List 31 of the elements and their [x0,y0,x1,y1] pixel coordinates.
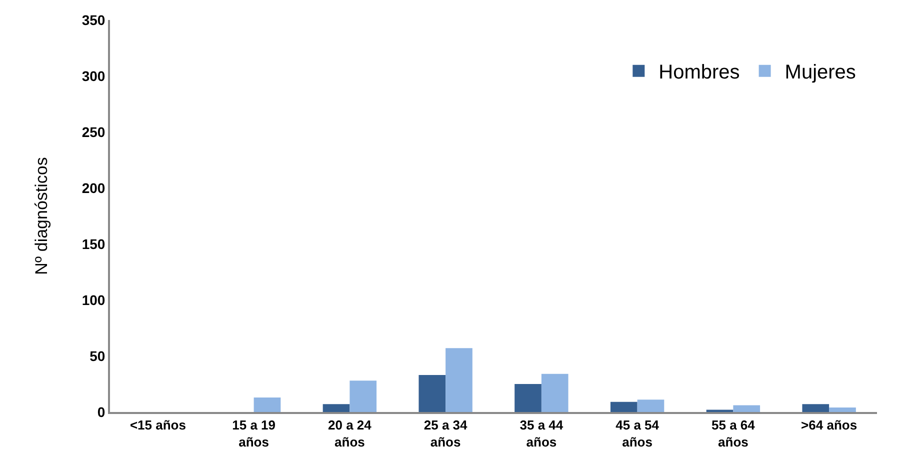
bar [610,402,638,412]
bar [829,408,856,412]
bar [541,374,568,412]
bar [733,405,760,412]
x-tick-label: 15 a 19 años [232,418,276,450]
x-tick-label: 25 a 34 años [424,418,468,450]
x-tick-label: >64 años [801,418,858,433]
bar [446,348,472,412]
y-tick-label: 300 [82,68,106,84]
x-tick-label: <15 años [130,418,186,433]
bar [254,397,281,412]
bar [802,404,830,412]
bar [514,384,542,412]
legend-label: Mujeres [784,62,856,84]
y-tick-label: 50 [90,348,106,364]
legend-label: Hombres [658,62,740,84]
bar [350,380,377,412]
y-tick-label: 150 [82,236,106,252]
y-tick-label: 200 [82,180,106,196]
y-tick-label: 0 [97,404,106,420]
y-axis-title: Nº diagnósticos [32,157,51,275]
y-tick-label: 350 [82,12,106,28]
x-tick-label: 55 a 64 años [712,418,756,450]
bar [322,404,350,412]
bar [418,375,446,412]
bar [637,400,664,412]
x-tick-label: 35 a 44 años [520,418,564,450]
x-tick-label: 20 a 24 años [328,418,372,450]
y-tick-label: 250 [82,124,106,140]
x-tick-label: 45 a 54 años [616,418,660,450]
y-tick-label: 100 [82,292,106,308]
